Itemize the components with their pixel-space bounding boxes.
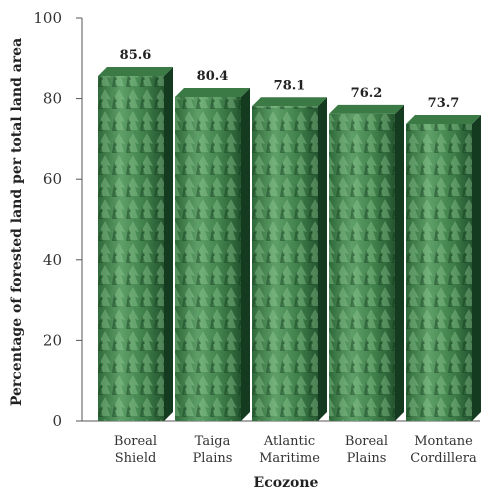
bar-side (164, 67, 173, 422)
x-tick-label: Plains (193, 451, 233, 466)
bar-side (318, 97, 327, 421)
bar-side (472, 114, 481, 421)
y-tick-label: 20 (43, 331, 62, 349)
x-tick-label: Boreal (114, 434, 157, 449)
y-tick-label: 60 (43, 170, 62, 188)
bar-side (241, 87, 250, 421)
x-axis-title: Ecozone (254, 475, 319, 491)
y-axis: 0 20 40 60 80 100 (33, 9, 83, 430)
y-tick-label: 0 (52, 412, 62, 430)
bar (406, 114, 481, 421)
y-axis-title: Percentage of forested land per total la… (9, 38, 25, 406)
data-label: 80.4 (197, 69, 229, 84)
data-label: 73.7 (428, 96, 460, 111)
bar-top (175, 87, 250, 97)
bar-top (98, 67, 173, 77)
data-label: 78.1 (274, 78, 306, 93)
data-label: 85.6 (120, 48, 152, 63)
x-tick-label: Cordillera (410, 451, 477, 466)
bar-texture (406, 123, 472, 421)
x-tick-label: Plains (347, 451, 387, 466)
y-tick-label: 100 (33, 9, 62, 27)
bar (252, 97, 327, 421)
bar-texture (329, 113, 395, 421)
x-tick-label: Atlantic (263, 434, 315, 449)
x-tick-label: Maritime (259, 451, 320, 466)
x-tick-label: Shield (115, 451, 157, 466)
x-tick-label: Taiga (195, 434, 231, 449)
bar-top (329, 104, 404, 114)
bar (329, 104, 404, 421)
x-tick-label: Montane (414, 434, 473, 449)
bar-top (252, 97, 327, 107)
x-tick-label: Boreal (345, 434, 388, 449)
bar-side (395, 104, 404, 421)
bar (175, 87, 250, 421)
y-tick-label: 40 (43, 251, 62, 269)
bar-texture (252, 106, 318, 421)
bar-texture (98, 76, 164, 422)
data-label: 76.2 (351, 86, 383, 101)
bar-texture (175, 96, 241, 421)
y-tick-label: 80 (43, 90, 62, 108)
bar (98, 67, 173, 422)
bar-top (406, 114, 481, 124)
